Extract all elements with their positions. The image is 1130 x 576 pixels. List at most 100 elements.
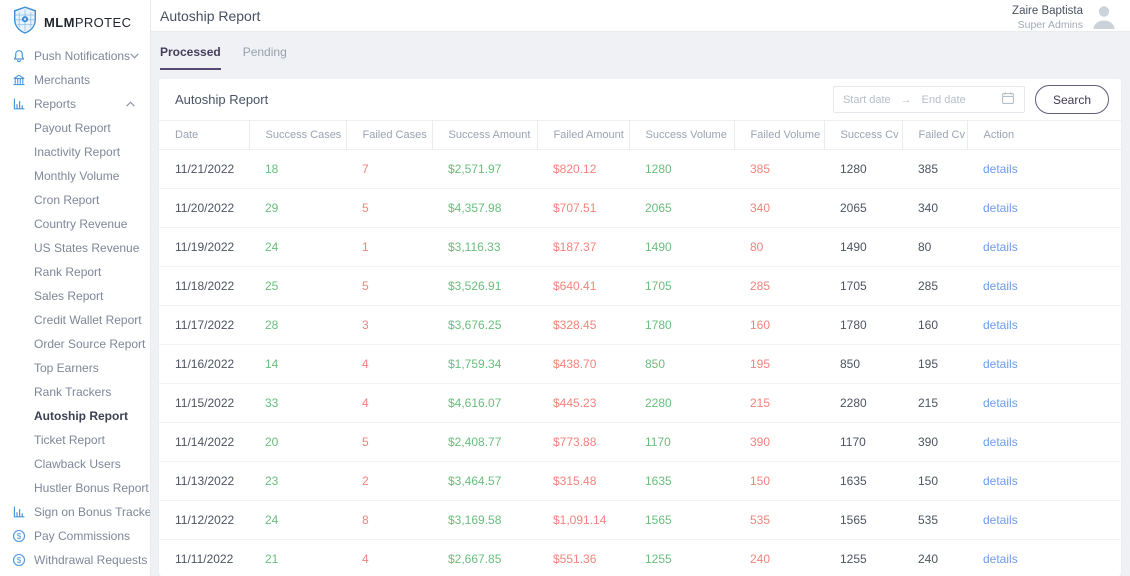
user-menu[interactable]: Zaire Baptista Super Admins bbox=[1012, 2, 1118, 35]
column-header-failed-amount: Failed Amount bbox=[537, 120, 630, 150]
cell-success-cv: 1565 bbox=[824, 500, 902, 540]
cell-success-amount: $3,464.57 bbox=[432, 461, 537, 501]
details-link[interactable]: details bbox=[983, 435, 1018, 449]
sidebar-item-monthly-volume[interactable]: Monthly Volume bbox=[0, 164, 150, 188]
details-link[interactable]: details bbox=[983, 513, 1018, 527]
sidebar-item-label: Autoship Report bbox=[34, 409, 128, 423]
sidebar-item-push-notifications[interactable]: Push Notifications bbox=[0, 44, 150, 68]
sidebar-item-sales-report[interactable]: Sales Report bbox=[0, 284, 150, 308]
cell-success-volume: 1780 bbox=[629, 305, 734, 345]
tab-pending[interactable]: Pending bbox=[242, 45, 287, 59]
sidebar-item-label: Rank Trackers bbox=[34, 385, 112, 399]
details-link[interactable]: details bbox=[983, 279, 1018, 293]
details-link[interactable]: details bbox=[983, 201, 1018, 215]
cell-success-volume: 1490 bbox=[629, 227, 734, 267]
cell-failed-cases: 5 bbox=[346, 422, 432, 462]
sidebar-item-hustler-bonus-report[interactable]: Hustler Bonus Report bbox=[0, 476, 150, 500]
sidebar-item-ticket-report[interactable]: Ticket Report bbox=[0, 428, 150, 452]
sidebar-item-label: Sign on Bonus Tracker bbox=[34, 505, 151, 519]
sidebar-item-rank-report[interactable]: Rank Report bbox=[0, 260, 150, 284]
sidebar-item-country-revenue[interactable]: Country Revenue bbox=[0, 212, 150, 236]
table-row: 11/19/2022 24 1 $3,116.33 $187.37 1490 80 1490 8… bbox=[159, 227, 1121, 267]
cell-failed-amount: $315.48 bbox=[537, 461, 629, 501]
cell-failed-volume: 195 bbox=[734, 344, 824, 384]
cell-action: details bbox=[967, 227, 1121, 267]
details-link[interactable]: details bbox=[983, 357, 1018, 371]
sidebar-item-email-management[interactable]: $Email Management bbox=[0, 572, 150, 576]
card-title: Autoship Report bbox=[175, 92, 269, 107]
sidebar-item-top-earners[interactable]: Top Earners bbox=[0, 356, 150, 380]
sidebar-item-inactivity-report[interactable]: Inactivity Report bbox=[0, 140, 150, 164]
cell-date: 11/19/2022 bbox=[159, 227, 249, 267]
dollar-icon: $ bbox=[11, 553, 26, 567]
sidebar-item-cron-report[interactable]: Cron Report bbox=[0, 188, 150, 212]
details-link[interactable]: details bbox=[983, 162, 1018, 176]
details-link[interactable]: details bbox=[983, 240, 1018, 254]
cell-date: 11/15/2022 bbox=[159, 383, 249, 423]
table-row: 11/11/2022 21 4 $2,667.85 $551.36 1255 240 1255… bbox=[159, 539, 1121, 576]
cell-action: details bbox=[967, 266, 1121, 306]
cell-failed-cases: 3 bbox=[346, 305, 432, 345]
cell-success-amount: $3,676.25 bbox=[432, 305, 537, 345]
sidebar-item-label: Sales Report bbox=[34, 289, 104, 303]
cell-failed-volume: 80 bbox=[734, 227, 824, 267]
cell-success-cv: 2280 bbox=[824, 383, 902, 423]
cell-success-cases: 24 bbox=[249, 500, 346, 540]
cell-failed-volume: 385 bbox=[734, 149, 824, 189]
page-title: Autoship Report bbox=[160, 7, 261, 24]
cell-success-cv: 1255 bbox=[824, 539, 902, 576]
cell-failed-cv: 240 bbox=[902, 539, 967, 576]
sidebar-item-label: Clawback Users bbox=[34, 457, 121, 471]
details-link[interactable]: details bbox=[983, 396, 1018, 410]
details-link[interactable]: details bbox=[983, 552, 1018, 566]
cell-success-volume: 1565 bbox=[629, 500, 734, 540]
table-row: 11/21/2022 18 7 $2,571.97 $820.12 1280 385 1280… bbox=[159, 149, 1121, 189]
details-link[interactable]: details bbox=[983, 318, 1018, 332]
calendar-icon bbox=[1001, 91, 1015, 108]
cell-success-cv: 850 bbox=[824, 344, 902, 384]
sidebar-item-order-source-report[interactable]: Order Source Report bbox=[0, 332, 150, 356]
cell-success-amount: $4,357.98 bbox=[432, 188, 537, 228]
table-header: Date Success Cases Failed Cases Success Amo… bbox=[159, 120, 1121, 150]
date-range-picker[interactable]: Start date → End date bbox=[832, 86, 1025, 113]
cell-failed-amount: $773.88 bbox=[537, 422, 629, 462]
sidebar-item-sign-on-bonus-tracker[interactable]: Sign on Bonus Tracker bbox=[0, 500, 150, 524]
search-button[interactable]: Search bbox=[1034, 85, 1109, 114]
cell-success-cv: 2065 bbox=[824, 188, 902, 228]
sidebar-item-merchants[interactable]: Merchants bbox=[0, 68, 150, 92]
main-area: Autoship Report Zaire Baptista Super Adm… bbox=[151, 0, 1130, 576]
sidebar-item-pay-commissions[interactable]: $ Pay Commissions bbox=[0, 524, 150, 548]
end-date-placeholder: End date bbox=[921, 93, 966, 106]
cell-date: 11/16/2022 bbox=[159, 344, 249, 384]
sidebar-item-rank-trackers[interactable]: Rank Trackers bbox=[0, 380, 150, 404]
cell-success-cv: 1780 bbox=[824, 305, 902, 345]
sidebar-item-credit-wallet-report[interactable]: Credit Wallet Report bbox=[0, 308, 150, 332]
chevron-down-icon bbox=[130, 53, 139, 59]
app-logo[interactable]: MLMPROTEC bbox=[0, 0, 150, 44]
cell-failed-amount: $328.45 bbox=[537, 305, 629, 345]
cell-success-amount: $3,116.33 bbox=[432, 227, 537, 267]
sidebar-item-clawback-users[interactable]: Clawback Users bbox=[0, 452, 150, 476]
cell-failed-amount: $1,091.14 bbox=[537, 500, 629, 540]
card-header: Autoship Report Start date → End date bbox=[159, 79, 1121, 120]
avatar[interactable] bbox=[1090, 2, 1118, 35]
sidebar-item-reports[interactable]: Reports bbox=[0, 92, 150, 116]
cell-action: details bbox=[967, 422, 1121, 462]
cell-success-cases: 24 bbox=[249, 227, 346, 267]
details-link[interactable]: details bbox=[983, 474, 1018, 488]
sidebar-item-payout-report[interactable]: Payout Report bbox=[0, 116, 150, 140]
cell-failed-volume: 160 bbox=[734, 305, 824, 345]
table-row: 11/15/2022 33 4 $4,616.07 $445.23 2280 215 2280… bbox=[159, 383, 1121, 423]
sidebar-item-withdrawal-requests[interactable]: $ Withdrawal Requests bbox=[0, 548, 150, 572]
sidebar-item-autoship-report[interactable]: Autoship Report bbox=[0, 404, 150, 428]
dollar-icon: $ bbox=[11, 529, 26, 543]
column-header-action: Action bbox=[967, 120, 1121, 150]
cell-failed-cv: 285 bbox=[902, 266, 967, 306]
cell-action: details bbox=[967, 500, 1121, 540]
sidebar-item-us-states-revenue[interactable]: US States Revenue bbox=[0, 236, 150, 260]
column-header-failed-cv: Failed Cv bbox=[902, 120, 968, 150]
cell-failed-cases: 5 bbox=[346, 266, 432, 306]
tab-processed[interactable]: Processed bbox=[160, 45, 221, 70]
cell-failed-cases: 4 bbox=[346, 383, 432, 423]
